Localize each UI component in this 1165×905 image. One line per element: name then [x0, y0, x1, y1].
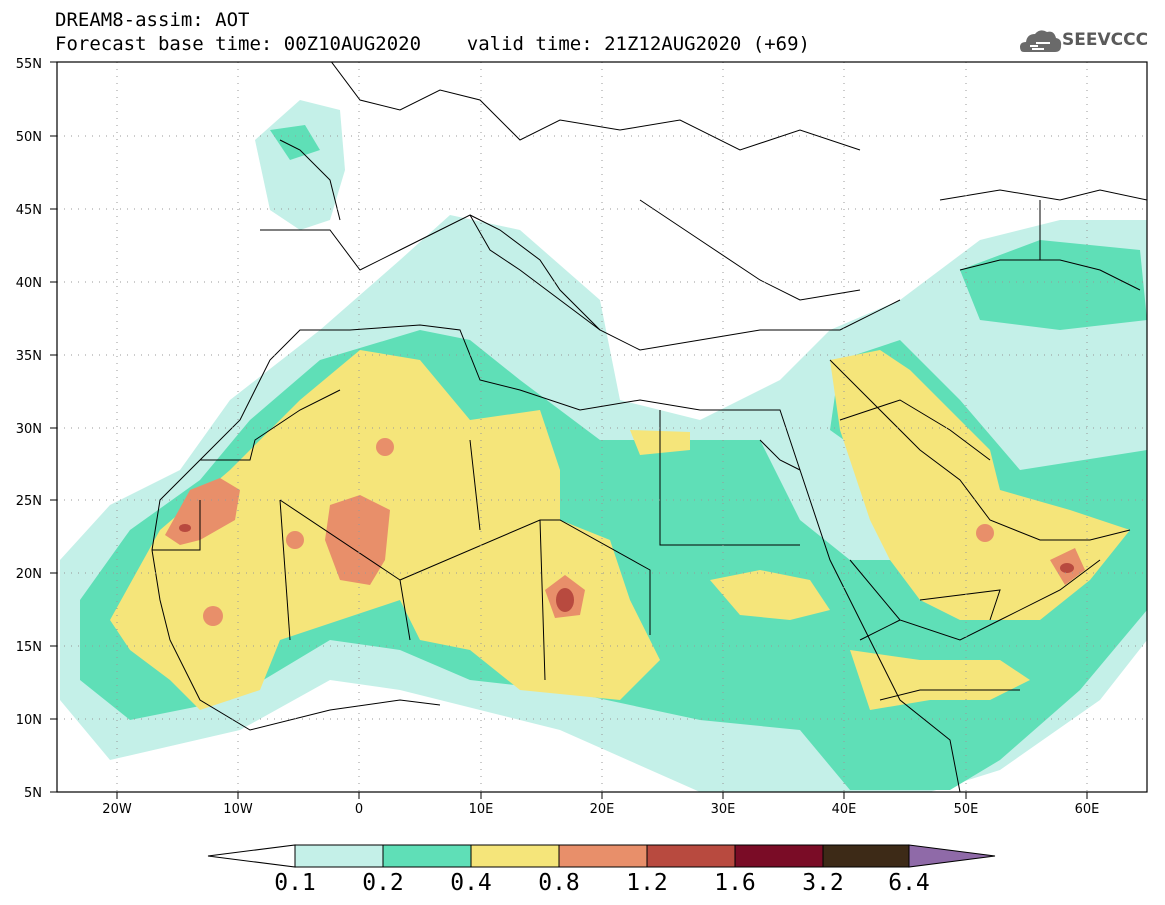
lat-label: 20N [16, 567, 42, 582]
colorbar-swatch-6 [822, 844, 910, 868]
lon-label: 50E [954, 802, 979, 817]
colorbar-label: 0.4 [450, 870, 492, 896]
colorbar-over-triangle [908, 844, 996, 868]
colorbar [207, 844, 996, 868]
lon-label: 60E [1075, 802, 1100, 817]
longitude-ticks [116, 792, 1088, 799]
colorbar-label: 0.8 [538, 870, 580, 896]
map-title: DREAM8-assim: AOT [55, 9, 250, 31]
logo-text: SEEVCCC [1062, 30, 1149, 50]
lon-label: 20E [590, 802, 615, 817]
lat-label: 5N [24, 786, 42, 801]
lat-label: 50N [16, 130, 42, 145]
colorbar-label: 1.2 [626, 870, 668, 896]
latitude-ticks [50, 61, 57, 793]
lat-label: 35N [16, 349, 42, 364]
lat-label: 55N [16, 57, 42, 72]
lat-label: 45N [16, 203, 42, 218]
latitude-labels: 55N 50N 45N 40N 35N 30N 25N 20N 15N 10N … [16, 57, 42, 801]
lon-label: 10E [469, 802, 494, 817]
cloud-icon [1020, 30, 1062, 52]
colorbar-swatch-1 [382, 844, 472, 868]
forecast-time-info: Forecast base time: 00Z10AUG2020 valid t… [55, 33, 810, 55]
lon-label: 40E [832, 802, 857, 817]
longitude-labels: 20W 10W 0 10E 20E 30E 40E 50E 60E [102, 802, 1099, 817]
lat-label: 10N [16, 713, 42, 728]
lon-label: 20W [102, 802, 132, 817]
lon-label: 0 [355, 802, 363, 817]
gridlines [57, 62, 1147, 792]
colorbar-swatch-4 [646, 844, 736, 868]
colorbar-label: 3.2 [802, 870, 844, 896]
lon-label: 10W [223, 802, 253, 817]
colorbar-swatch-0 [294, 844, 384, 868]
colorbar-swatch-3 [558, 844, 648, 868]
coastlines [151, 62, 1147, 792]
lat-label: 25N [16, 494, 42, 509]
colorbar-label: 0.2 [362, 870, 404, 896]
lat-label: 15N [16, 640, 42, 655]
colorbar-swatch-2 [470, 844, 560, 868]
colorbar-label: 0.1 [274, 870, 316, 896]
borders [152, 200, 1041, 681]
lat-label: 40N [16, 276, 42, 291]
lon-label: 30E [711, 802, 736, 817]
colorbar-swatch-5 [734, 844, 824, 868]
colorbar-under-triangle [207, 844, 296, 868]
colorbar-label: 6.4 [888, 870, 930, 896]
lat-label: 30N [16, 422, 42, 437]
colorbar-label: 1.6 [714, 870, 756, 896]
